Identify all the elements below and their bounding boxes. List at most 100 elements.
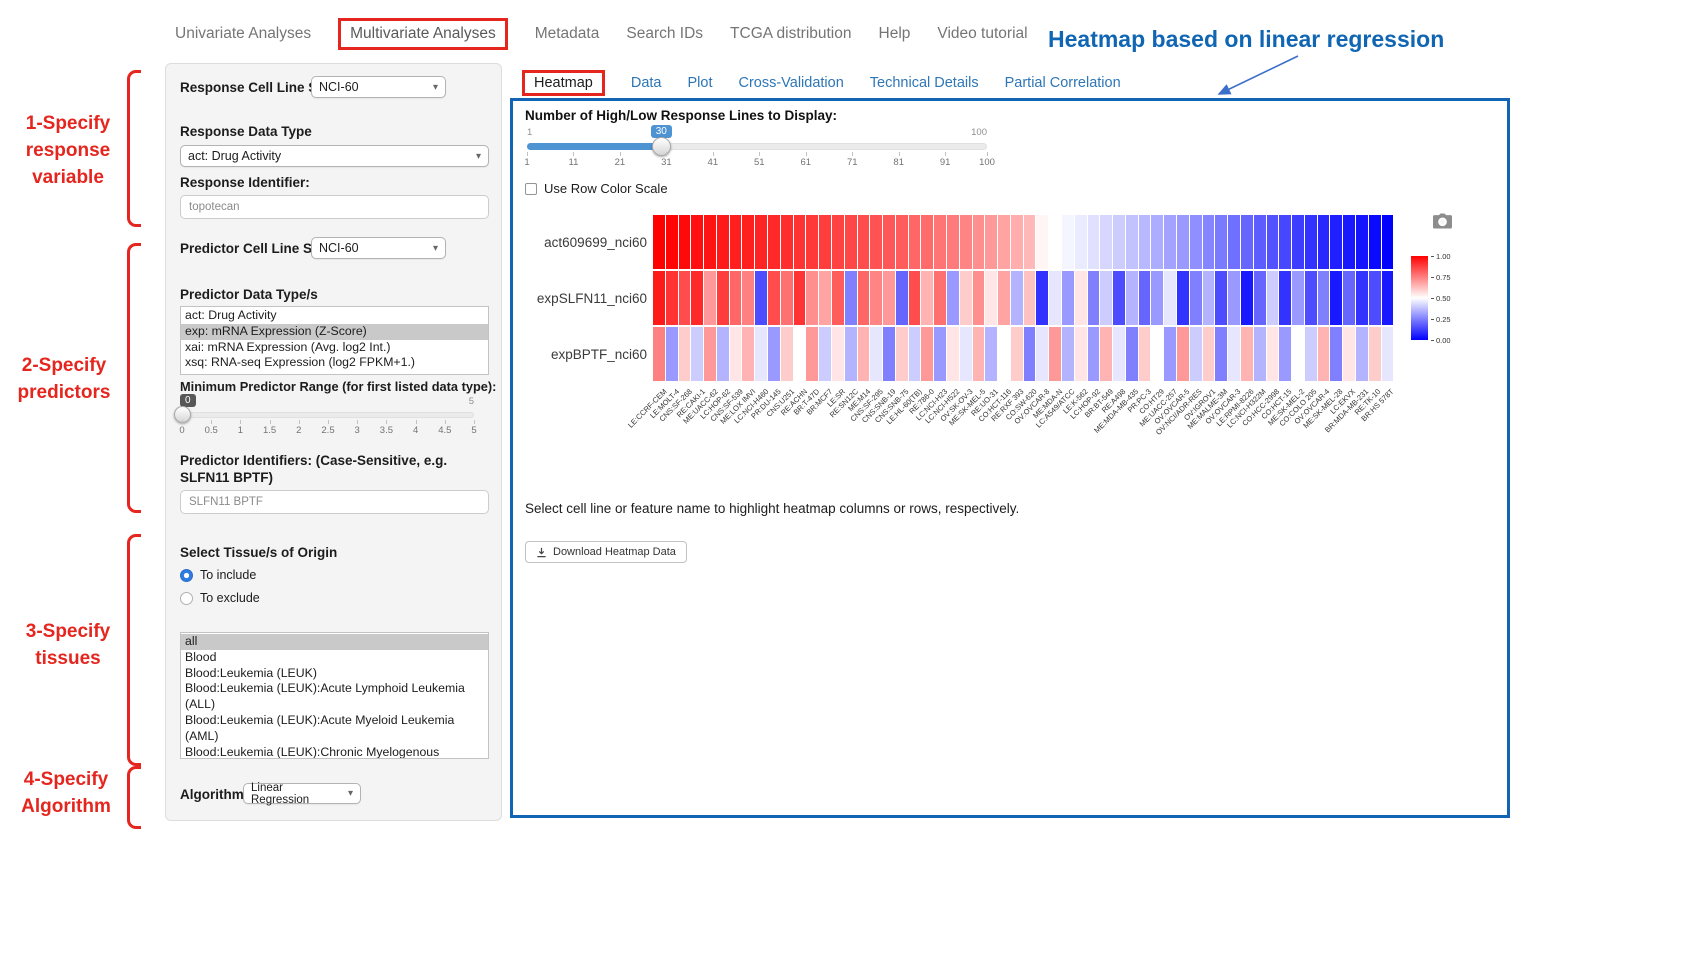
heatmap-cell[interactable] (946, 215, 959, 269)
list-option-xai-mrna-expression-avg-log2-int-[interactable]: xai: mRNA Expression (Avg. log2 Int.) (185, 339, 391, 354)
heatmap-cell[interactable] (1240, 271, 1253, 325)
heatmap-cell[interactable] (1125, 271, 1138, 325)
heatmap-cell[interactable] (883, 215, 895, 269)
heatmap-cell[interactable] (653, 215, 665, 269)
heatmap-cell[interactable] (985, 271, 998, 325)
heatmap-cell[interactable] (831, 271, 844, 325)
heatmap-cell[interactable] (678, 327, 691, 381)
heatmap-cell[interactable] (1215, 271, 1228, 325)
heatmap-cell[interactable] (806, 327, 819, 381)
heatmap-cell[interactable] (895, 215, 908, 269)
heatmap-cell[interactable] (959, 215, 972, 269)
heatmap-cell[interactable] (1381, 271, 1394, 325)
heatmap-cell[interactable] (1304, 271, 1317, 325)
heatmap-cell[interactable] (844, 215, 857, 269)
heatmap-cell[interactable] (972, 271, 985, 325)
download-heatmap-data-button[interactable]: Download Heatmap Data (525, 541, 687, 563)
nav-item-tcga-distribution[interactable]: TCGA distribution (730, 25, 852, 42)
predictor-data-type-list[interactable]: act: Drug Activity exp: mRNA Expression (… (180, 306, 489, 375)
response-data-type-select[interactable]: act: Drug Activity ▾ (180, 145, 489, 167)
heatmap-cell[interactable] (1317, 271, 1330, 325)
heatmap-cell[interactable] (1113, 271, 1125, 325)
heatmap-cell[interactable] (1266, 215, 1279, 269)
heatmap-cell[interactable] (793, 327, 806, 381)
camera-icon[interactable] (1433, 213, 1452, 234)
heatmap-cell[interactable] (1164, 271, 1177, 325)
heatmap-cell[interactable] (742, 327, 755, 381)
heatmap-cell[interactable] (1189, 271, 1202, 325)
heatmap-cell[interactable] (1010, 271, 1023, 325)
heatmap-cell[interactable] (959, 271, 972, 325)
heatmap-cell[interactable] (1189, 215, 1202, 269)
heatmap-cell[interactable] (793, 215, 806, 269)
heatmap-cell[interactable] (678, 271, 691, 325)
heatmap-cell[interactable] (1266, 271, 1279, 325)
heatmap-cell[interactable] (972, 215, 985, 269)
heatmap-cell[interactable] (870, 327, 883, 381)
nav-item-help[interactable]: Help (878, 25, 911, 42)
heatmap-cell[interactable] (755, 327, 768, 381)
heatmap-cell[interactable] (1368, 215, 1381, 269)
heatmap-cell[interactable] (1087, 215, 1100, 269)
heatmap-cell[interactable] (1202, 327, 1215, 381)
heatmap-cell[interactable] (1049, 215, 1061, 269)
heatmap-cell[interactable] (1330, 271, 1343, 325)
list-option-act-drug-activity[interactable]: act: Drug Activity (185, 308, 277, 322)
heatmap-cell[interactable] (959, 327, 972, 381)
heatmap-cell[interactable] (1240, 327, 1253, 381)
heatmap-cell[interactable] (1355, 215, 1368, 269)
heatmap-cell[interactable] (1164, 327, 1177, 381)
heatmap-cell[interactable] (1049, 327, 1061, 381)
heatmap-cell[interactable] (665, 271, 678, 325)
heatmap-cell[interactable] (1279, 327, 1292, 381)
heatmap-cell[interactable] (729, 327, 742, 381)
heatmap-cell[interactable] (1228, 215, 1240, 269)
heatmap-cell[interactable] (1304, 215, 1317, 269)
heatmap-cell[interactable] (1215, 327, 1228, 381)
heatmap-cell[interactable] (716, 327, 729, 381)
heatmap-cell[interactable] (908, 215, 921, 269)
heatmap-cell[interactable] (1304, 327, 1317, 381)
heatmap-cell[interactable] (1062, 327, 1074, 381)
heatmap-cell[interactable] (653, 271, 665, 325)
heatmap-cell[interactable] (1100, 215, 1113, 269)
heatmap-cell[interactable] (946, 271, 959, 325)
heatmap-cell[interactable] (691, 327, 704, 381)
nav-item-metadata[interactable]: Metadata (534, 25, 600, 42)
heatmap-cell[interactable] (1151, 215, 1164, 269)
heatmap-cell[interactable] (998, 215, 1010, 269)
heatmap-cell[interactable] (1151, 271, 1164, 325)
heatmap-cell[interactable] (755, 271, 768, 325)
heatmap-cell[interactable] (857, 215, 870, 269)
heatmap-cell[interactable] (780, 327, 793, 381)
heatmap-cell[interactable] (1368, 327, 1381, 381)
heatmap-cell[interactable] (1087, 271, 1100, 325)
heatmap-cell[interactable] (1138, 215, 1151, 269)
heatmap-cell[interactable] (883, 271, 895, 325)
heatmap-cell[interactable] (704, 327, 716, 381)
heatmap-cell[interactable] (665, 327, 678, 381)
tissue-exclude-radio[interactable]: To exclude (180, 591, 260, 605)
heatmap-cell[interactable] (742, 215, 755, 269)
heatmap-cell[interactable] (1177, 327, 1189, 381)
heatmap-cell[interactable] (1062, 271, 1074, 325)
heatmap-cell[interactable] (665, 215, 678, 269)
list-option-blood-leukemia-leuk-[interactable]: Blood:Leukemia (LEUK) (185, 665, 317, 680)
heatmap-cell[interactable] (1279, 215, 1292, 269)
heatmap-cell[interactable] (831, 327, 844, 381)
heatmap-cell[interactable] (1074, 271, 1087, 325)
heatmap-cell[interactable] (985, 215, 998, 269)
heatmap-cell[interactable] (972, 327, 985, 381)
heatmap-cell[interactable] (1100, 327, 1113, 381)
heatmap-cell[interactable] (729, 271, 742, 325)
heatmap-cell[interactable] (844, 271, 857, 325)
heatmap-cell[interactable] (729, 215, 742, 269)
heatmap-cell[interactable] (1279, 271, 1292, 325)
heatmap-row-label-expslfn11-nci60[interactable]: expSLFN11_nci60 (536, 291, 647, 306)
predictor-cell-line-set-select[interactable]: NCI-60 ▾ (311, 237, 446, 259)
heatmap-cell[interactable] (1292, 271, 1304, 325)
heatmap-cell[interactable] (1240, 215, 1253, 269)
heatmap-cell[interactable] (831, 215, 844, 269)
tissue-include-radio[interactable]: To include (180, 568, 256, 582)
use-row-color-scale[interactable]: Use Row Color Scale (525, 181, 668, 196)
